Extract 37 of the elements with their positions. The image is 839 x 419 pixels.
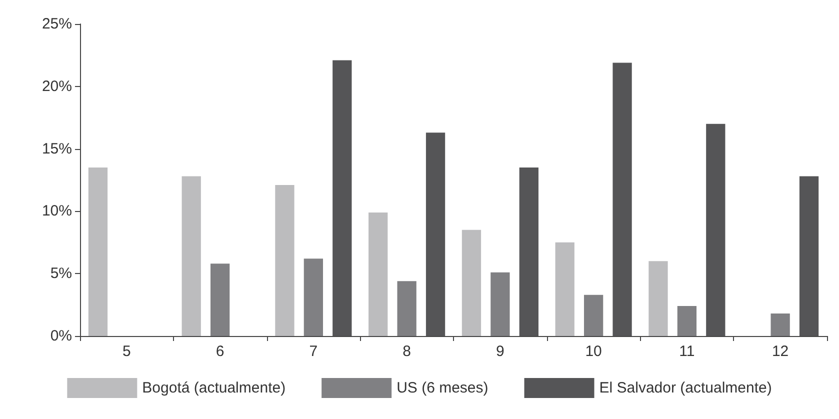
bar <box>368 212 388 336</box>
bar <box>88 168 108 336</box>
y-tick-label: 5% <box>50 265 72 282</box>
x-tick-label: 7 <box>309 343 318 360</box>
bar <box>677 306 697 336</box>
bar <box>706 124 726 336</box>
bar <box>612 62 632 336</box>
bar <box>770 314 790 336</box>
bar <box>210 264 230 336</box>
bar <box>519 168 538 336</box>
y-tick-label: 20% <box>42 78 72 95</box>
y-tick-label: 25% <box>42 16 72 32</box>
y-tick-label: 15% <box>42 140 72 158</box>
bar <box>799 176 819 336</box>
legend-label: El Salvador (actualmente) <box>599 380 772 396</box>
y-tick-label: 0% <box>50 328 72 344</box>
bar <box>397 281 416 336</box>
x-tick-label: 6 <box>216 343 224 360</box>
bar <box>182 176 201 336</box>
y-tick-label: 10% <box>42 202 72 220</box>
x-tick-label: 8 <box>402 343 411 360</box>
bar <box>426 132 446 336</box>
bar <box>462 230 482 336</box>
x-tick-label: 5 <box>122 343 131 360</box>
x-tick-label: 9 <box>496 343 504 360</box>
bar <box>304 258 324 336</box>
bar <box>584 294 604 336</box>
legend-label: Bogotá (actualmente) <box>142 380 286 396</box>
bar <box>275 184 294 336</box>
x-tick-label: 10 <box>585 343 602 360</box>
bar <box>648 261 668 336</box>
x-tick-label: 12 <box>772 343 789 360</box>
x-tick-label: 11 <box>679 343 695 360</box>
bar <box>332 60 352 336</box>
bar <box>490 272 510 336</box>
legend-label: US (6 meses) <box>396 380 488 396</box>
bar <box>555 242 574 336</box>
